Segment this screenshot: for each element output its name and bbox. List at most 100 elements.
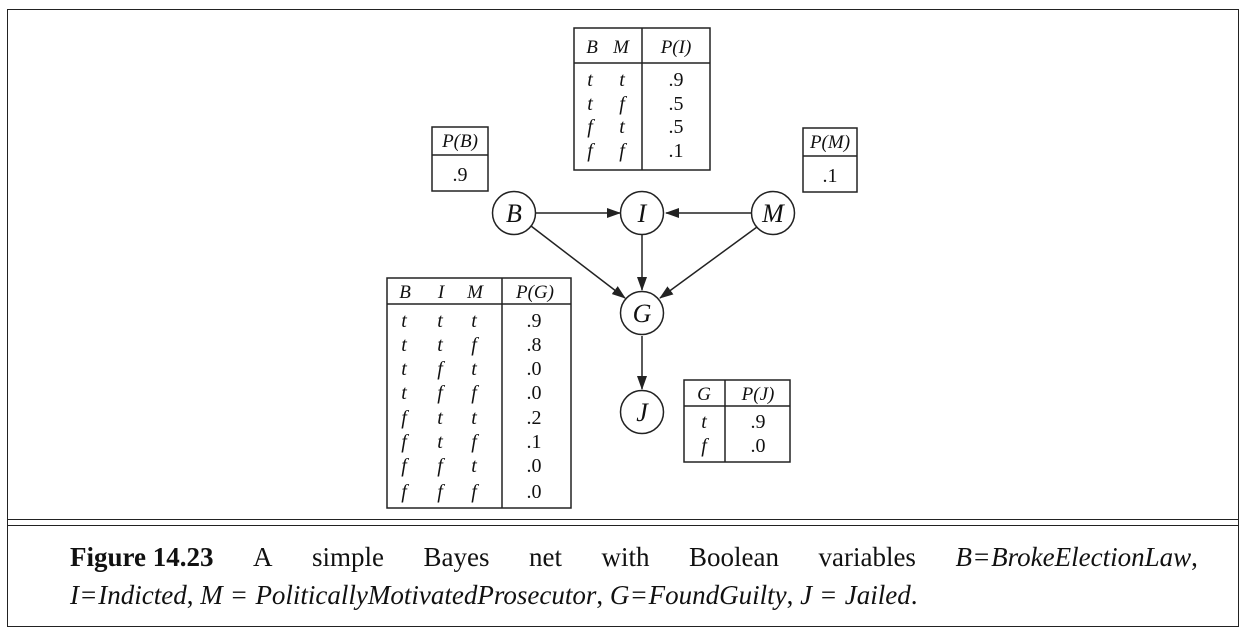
cpt-g-row-2-i: t [437,334,443,356]
cpt-g-row-4-i: f [437,382,445,404]
cpt-b-table: P(B) .9 [431,126,489,192]
cpt-g-table: B I M P(G) t t t .9 t t f .8 t f t .0 t … [386,277,572,509]
cpt-g-row-3-i: f [437,358,445,380]
cpt-i-header-b: B [586,37,598,58]
caption-var-j: J [800,580,813,610]
node-m: M [750,190,796,236]
cpt-g-row-6-m: f [471,431,479,453]
cpt-g-row-7-i: f [437,455,445,477]
node-i: I [619,190,665,236]
node-b: B [491,190,537,236]
cpt-j-table: G P(J) t .9 f .0 [683,379,791,463]
node-m-label: M [761,199,785,228]
cpt-g-row-3-b: t [401,358,407,380]
cpt-i-table: B M P(I) t t .9 t f .5 f t .5 f f .1 [573,27,711,171]
cpt-m-value: .1 [823,165,838,187]
cpt-g-row-5-m: t [471,407,477,429]
cpt-g-row-7-b: f [401,455,409,477]
caption-val-g: FoundGuilty [648,580,787,610]
edge-b-to-g [530,225,626,299]
cpt-i-header-p: P(I) [660,37,692,58]
caption-rule-bottom [7,525,1239,526]
caption-var-b: B [955,542,972,572]
node-b-label: B [506,199,522,228]
cpt-g-row-4-m: f [471,382,479,404]
caption-def-b: B=BrokeElectionLaw, [955,542,1198,572]
cpt-i-header-m: M [612,37,630,58]
caption-line-2: I=Indicted, M = PoliticallyMotivatedPros… [70,580,918,610]
cpt-j-row-2-g: f [701,435,709,457]
cpt-i-row-1-p: .9 [669,69,684,91]
cpt-g-row-1-b: t [401,310,407,332]
cpt-g-row-7-m: t [471,455,477,477]
caption-var-i: I [70,580,79,610]
cpt-g-row-7-p: .0 [527,455,542,477]
cpt-g-row-6-i: t [437,431,443,453]
cpt-m-table: P(M) .1 [802,127,858,193]
cpt-g-row-1-p: .9 [527,310,542,332]
caption-rule-top [7,519,1239,520]
node-i-label: I [637,199,648,228]
caption-var-m: M [200,580,223,610]
cpt-j-header-g: G [697,384,711,405]
cpt-g-row-3-p: .0 [527,358,542,380]
caption-word-5: with [601,542,650,572]
cpt-g-row-5-i: t [437,407,443,429]
cpt-g-row-4-b: t [401,382,407,404]
cpt-i-row-1-m: t [619,69,625,91]
caption-val-i: Indicted [98,580,187,610]
cpt-g-row-5-b: f [401,407,409,429]
cpt-m-header: P(M) [809,132,850,153]
edge-m-to-g [659,226,758,299]
cpt-g-header-i: I [437,282,446,303]
cpt-g-row-8-i: f [437,481,445,503]
cpt-j-row-2-p: .0 [751,435,766,457]
cpt-i-row-4-p: .1 [669,140,684,162]
cpt-i-row-2-p: .5 [669,93,684,115]
cpt-j-header-p: P(J) [741,384,775,405]
cpt-i-row-2-m: f [619,93,627,115]
cpt-j-row-1-g: t [701,411,707,433]
cpt-i-row-3-m: t [619,116,625,138]
node-j: J [619,389,665,435]
cpt-g-header-b: B [399,282,411,303]
caption-word-3: Bayes [423,542,490,572]
node-g-label: G [633,299,652,328]
caption-var-g: G [609,580,630,610]
cpt-g-row-8-b: f [401,481,409,503]
node-j-label: J [636,398,649,427]
caption-val-m: PoliticallyMotivatedProsecutor [255,580,597,610]
cpt-g-row-2-b: t [401,334,407,356]
caption-word-4: net [528,542,562,572]
cpt-g-row-1-i: t [437,310,443,332]
cpt-g-row-4-p: .0 [527,382,542,404]
caption-word-7: variables [818,542,916,572]
caption-val-b: BrokeElectionLaw [991,542,1192,572]
caption-word-1: A [253,542,273,572]
cpt-g-row-8-m: f [471,481,479,503]
figure-caption: Figure 14.23 A simple Bayes net with Boo… [70,538,1198,614]
caption-val-j: Jailed [844,580,911,610]
cpt-g-header-p: P(G) [515,282,554,303]
caption-line-1: Figure 14.23 A simple Bayes net with Boo… [70,538,1198,576]
cpt-j-row-1-p: .9 [751,411,766,433]
cpt-g-row-8-p: .0 [527,481,542,503]
cpt-i-row-2-b: t [587,93,593,115]
cpt-g-header-m: M [466,282,484,303]
figure-number: Figure 14.23 [70,542,214,572]
cpt-g-row-3-m: t [471,358,477,380]
cpt-i-row-3-b: f [587,116,595,138]
cpt-i-row-1-b: t [587,69,593,91]
cpt-g-row-2-p: .8 [527,334,542,356]
cpt-b-value: .9 [453,164,468,186]
cpt-g-row-2-m: f [471,334,479,356]
figure-frame [7,9,1239,627]
caption-word-6: Boolean [689,542,779,572]
node-g: G [619,290,665,336]
cpt-b-header: P(B) [441,131,478,152]
cpt-i-row-4-m: f [619,140,627,162]
cpt-i-row-4-b: f [587,140,595,162]
cpt-g-row-6-b: f [401,431,409,453]
cpt-i-row-3-p: .5 [669,116,684,138]
